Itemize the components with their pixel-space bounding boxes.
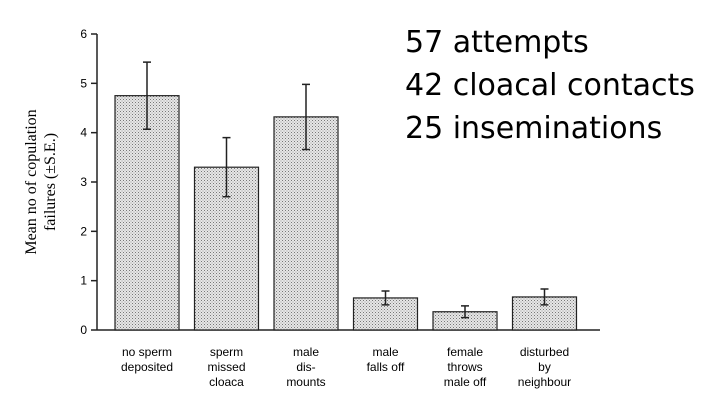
annotation: 57 attempts [405,25,589,60]
x-tick-label: by [538,360,551,374]
error-bar [461,305,469,319]
x-tick-label: deposited [121,360,173,374]
y-tick-label: 5 [80,76,87,90]
y-tick-label: 0 [80,323,87,337]
annotation: 42 cloacal contacts [405,68,695,103]
y-tick-label: 2 [80,224,87,238]
error-bar [222,136,231,198]
bar [273,116,339,331]
x-tick-label: no sperm [122,345,172,359]
x-tick-label: throws [447,360,482,374]
y-axis-label: failures (±S.E.) [42,133,59,231]
annotation: 25 inseminations [405,111,662,146]
y-tick-label: 1 [80,274,87,288]
error-bar [143,61,151,130]
x-tick-label: sperm [210,345,243,359]
y-tick-label: 6 [80,27,87,41]
x-tick-label: mounts [286,375,325,389]
x-tick-label: male [293,345,319,359]
x-tick-label: neighbour [518,375,571,389]
y-axis-label: Mean no of copulation [23,109,40,254]
x-tick-label: falls off [367,360,405,374]
y-tick-label: 3 [80,175,87,189]
error-bar [540,288,549,306]
x-tick-label: cloaca [209,375,244,389]
x-tick-label: disturbed [520,345,569,359]
error-bar [381,290,390,306]
x-tick-label: male [372,345,398,359]
x-tick-label: male off [444,375,487,389]
y-tick-label: 4 [80,126,87,140]
x-tick-label: female [447,345,483,359]
x-tick-label: dis- [296,360,315,374]
bar [114,95,180,331]
x-tick-label: missed [207,360,245,374]
error-bar [302,83,310,151]
